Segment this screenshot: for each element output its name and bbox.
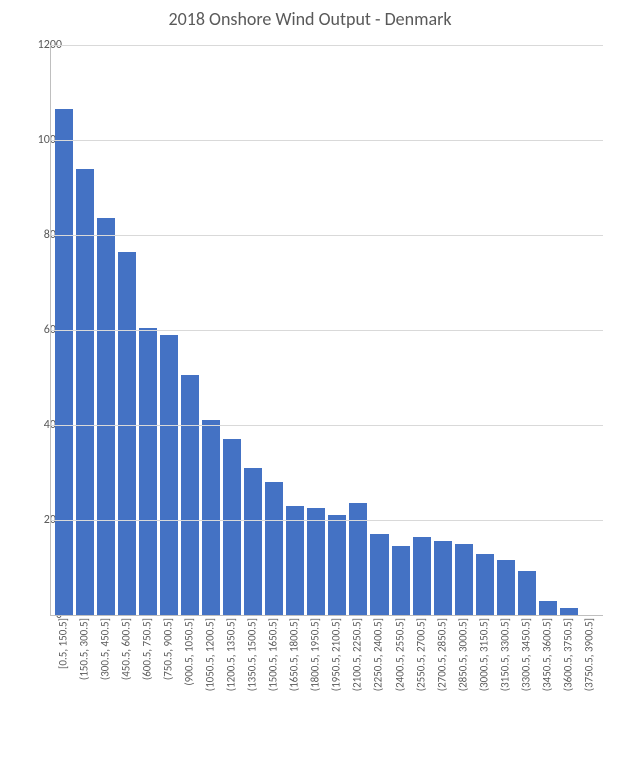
x-tick-label: (1200.5, 1350.5] xyxy=(225,618,238,691)
x-tick-label: (2250.5, 2400.5] xyxy=(372,618,385,691)
x-label-slot: (3750.5, 3900.5] xyxy=(580,618,598,768)
x-tick-label: (3150.5, 3300.5] xyxy=(498,618,511,691)
x-label-slot: (3600.5, 3750.5] xyxy=(559,618,577,768)
gridline xyxy=(51,140,603,141)
x-label-slot: (2700.5, 2850.5] xyxy=(433,618,451,768)
gridline xyxy=(51,330,603,331)
x-tick-label: (1500.5, 1650.5] xyxy=(267,618,280,691)
x-tick-label: (900.5, 1050.5] xyxy=(183,618,196,686)
bar xyxy=(370,534,388,615)
bar xyxy=(307,508,325,615)
x-label-slot: (450.5, 600.5] xyxy=(117,618,135,768)
bar xyxy=(160,335,178,615)
x-axis-labels: [0.5, 150.5] (150.5, 300.5] (300.5, 450.5]… xyxy=(50,618,602,768)
bar xyxy=(497,560,515,615)
x-tick-label: (2550.5, 2700.5] xyxy=(414,618,427,691)
x-label-slot: (3300.5, 3450.5] xyxy=(517,618,535,768)
bar xyxy=(413,537,431,615)
x-label-slot: (1500.5, 1650.5] xyxy=(264,618,282,768)
x-label-slot: (3450.5, 3600.5] xyxy=(538,618,556,768)
bar xyxy=(328,515,346,615)
x-tick-label: (1800.5, 1950.5] xyxy=(309,618,322,691)
x-label-slot: (2850.5, 3000.5] xyxy=(454,618,472,768)
x-tick-label: (2700.5, 2850.5] xyxy=(435,618,448,691)
x-label-slot: (2250.5, 2400.5] xyxy=(369,618,387,768)
x-tick-label: (1950.5, 2100.5] xyxy=(330,618,343,691)
x-label-slot: (3000.5, 3150.5] xyxy=(475,618,493,768)
gridline xyxy=(51,235,603,236)
bar xyxy=(286,506,304,615)
bar xyxy=(265,482,283,615)
bar xyxy=(476,554,494,615)
x-tick-label: (300.5, 450.5] xyxy=(99,618,112,680)
x-tick-label: (1050.5, 1200.5] xyxy=(204,618,217,691)
bar xyxy=(434,541,452,615)
x-tick-label: (1650.5, 1800.5] xyxy=(288,618,301,691)
x-tick-label: (2100.5, 2250.5] xyxy=(351,618,364,691)
x-label-slot: (750.5, 900.5] xyxy=(159,618,177,768)
x-tick-label: (3300.5, 3450.5] xyxy=(519,618,532,691)
x-label-slot: (900.5, 1050.5] xyxy=(180,618,198,768)
x-label-slot: (1050.5, 1200.5] xyxy=(201,618,219,768)
plot-area xyxy=(50,45,603,616)
x-label-slot: [0.5, 150.5] xyxy=(54,618,72,768)
wind-output-chart: 2018 Onshore Wind Output - Denmark 02004… xyxy=(0,0,620,769)
gridline xyxy=(51,520,603,521)
x-tick-label: (3750.5, 3900.5] xyxy=(582,618,595,691)
gridline xyxy=(51,45,603,46)
bar xyxy=(539,601,557,615)
bar xyxy=(223,439,241,615)
bar xyxy=(244,468,262,615)
bar xyxy=(455,544,473,615)
x-tick-label: (2850.5, 3000.5] xyxy=(456,618,469,691)
x-label-slot: (2550.5, 2700.5] xyxy=(412,618,430,768)
bar xyxy=(181,375,199,615)
x-tick-label: [0.5, 150.5] xyxy=(57,618,70,669)
chart-title: 2018 Onshore Wind Output - Denmark xyxy=(0,8,620,30)
x-label-slot: (3150.5, 3300.5] xyxy=(496,618,514,768)
x-tick-label: (2400.5, 2550.5] xyxy=(393,618,406,691)
bar xyxy=(202,420,220,615)
x-label-slot: (2100.5, 2250.5] xyxy=(348,618,366,768)
x-label-slot: (1200.5, 1350.5] xyxy=(222,618,240,768)
x-tick-label: (150.5, 300.5] xyxy=(78,618,91,680)
bar xyxy=(97,218,115,615)
x-tick-label: (3000.5, 3150.5] xyxy=(477,618,490,691)
x-tick-label: (450.5, 600.5] xyxy=(120,618,133,680)
gridline xyxy=(51,425,603,426)
x-label-slot: (1950.5, 2100.5] xyxy=(327,618,345,768)
x-label-slot: (1800.5, 1950.5] xyxy=(306,618,324,768)
x-label-slot: (600.5, 750.5] xyxy=(138,618,156,768)
bar xyxy=(560,608,578,615)
x-tick-label: (3600.5, 3750.5] xyxy=(561,618,574,691)
x-label-slot: (1650.5, 1800.5] xyxy=(285,618,303,768)
bar xyxy=(518,571,536,615)
bar xyxy=(139,328,157,615)
bar xyxy=(392,546,410,615)
x-tick-label: (1350.5, 1500.5] xyxy=(246,618,259,691)
x-label-slot: (1350.5, 1500.5] xyxy=(243,618,261,768)
x-label-slot: (2400.5, 2550.5] xyxy=(391,618,409,768)
bar xyxy=(55,109,73,615)
x-label-slot: (300.5, 450.5] xyxy=(96,618,114,768)
x-tick-label: (3450.5, 3600.5] xyxy=(540,618,553,691)
x-tick-label: (600.5, 750.5] xyxy=(141,618,154,680)
x-label-slot: (150.5, 300.5] xyxy=(75,618,93,768)
bar xyxy=(118,252,136,615)
x-tick-label: (750.5, 900.5] xyxy=(162,618,175,680)
